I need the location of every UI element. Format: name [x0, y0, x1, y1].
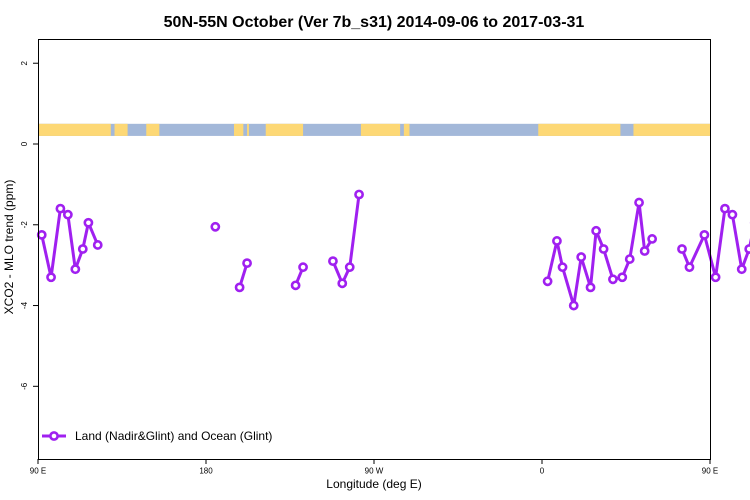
data-point [234, 282, 245, 293]
data-point [210, 221, 221, 232]
x-tick-label: 90 E [30, 467, 46, 476]
land-band-segment [403, 123, 410, 136]
legend-entry-label: Land (Nadir&Glint) and Ocean (Glint) [75, 429, 272, 443]
data-point [598, 244, 609, 254]
land-band-segment [38, 123, 111, 136]
data-point [552, 236, 562, 246]
land-band-segment [146, 123, 160, 136]
data-point [298, 262, 308, 273]
data-point [46, 272, 56, 283]
series-line [546, 201, 654, 308]
data-point [727, 209, 738, 220]
data-point [736, 264, 747, 275]
data-point [354, 189, 364, 200]
data-point [710, 272, 721, 283]
data-point [70, 264, 81, 275]
x-tick-label: 90 W [365, 467, 384, 476]
y-axis-label: XCO2 - MLO trend (ppm) [2, 180, 16, 315]
chart-title: 50N-55N October (Ver 7b_s31) 2014-09-06 … [164, 14, 585, 31]
land-band-segment [247, 123, 249, 136]
data-point [585, 282, 596, 293]
land-band-segment [114, 123, 128, 136]
land-band-segment [633, 123, 710, 136]
land-band-segment [360, 123, 401, 136]
series-line [331, 194, 361, 285]
data-point [242, 258, 252, 269]
y-tick-label: -2 [20, 221, 29, 229]
y-tick-label: 2 [20, 60, 29, 65]
legend: Land (Nadir&Glint) and Ocean (Glint) [42, 429, 272, 443]
data-point [337, 278, 348, 289]
data-point [92, 240, 103, 250]
data-point [344, 262, 355, 273]
x-tick-label: 0 [540, 467, 545, 476]
series-layer [36, 189, 750, 311]
x-tick-label: 180 [199, 467, 213, 476]
legend-marker-swatch [49, 431, 59, 441]
x-axis-label: Longitude (deg E) [326, 477, 421, 491]
land-ocean-band [38, 123, 711, 136]
data-point [699, 229, 710, 240]
y-tick-label: 0 [20, 141, 29, 146]
data-point [639, 246, 650, 256]
data-point [684, 262, 695, 273]
data-point [591, 225, 602, 236]
data-point [36, 229, 47, 240]
land-band-segment [265, 123, 304, 136]
data-point [634, 197, 644, 208]
land-band-segment [538, 123, 621, 136]
y-tick-label: -4 [20, 301, 29, 309]
data-point [647, 234, 658, 244]
data-point [677, 244, 687, 254]
x-tick-label: 90 E [702, 467, 718, 476]
data-point [720, 203, 730, 214]
data-point [568, 300, 579, 311]
data-point [624, 254, 635, 264]
data-point [608, 274, 618, 285]
data-point [617, 272, 628, 283]
data-point [328, 256, 338, 267]
data-point [557, 262, 568, 273]
y-axis: 2 0 -2 -4 -6 [20, 60, 38, 390]
land-band-segment [234, 123, 244, 136]
data-point [55, 203, 66, 214]
data-point [576, 252, 587, 262]
x-axis: 90 E 180 90 W 0 90 E [30, 459, 718, 476]
data-point [83, 217, 94, 228]
data-point [77, 244, 88, 254]
data-point [542, 276, 553, 287]
data-point [62, 209, 73, 220]
y-tick-label: -6 [20, 382, 29, 390]
data-point [744, 244, 750, 254]
data-point [290, 280, 301, 291]
plot-frame [38, 39, 711, 460]
